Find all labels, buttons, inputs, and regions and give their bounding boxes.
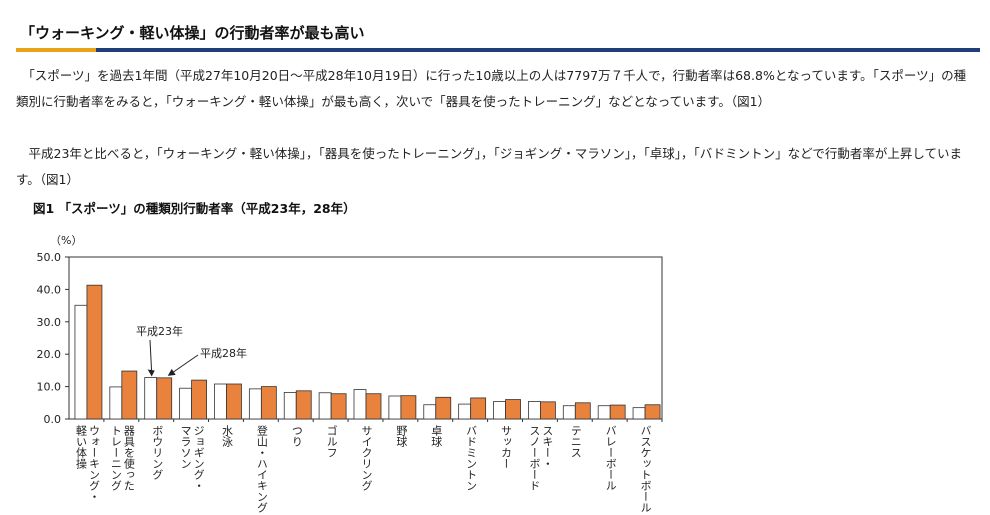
x-category-label: ゴルフ <box>325 424 338 458</box>
bar-h28 <box>86 284 103 420</box>
x-category-label: つり <box>290 425 303 447</box>
bar-h23 <box>248 388 262 420</box>
bar-h28 <box>400 395 417 420</box>
y-tick-label: 50.0 <box>37 251 62 264</box>
bar-h28 <box>574 402 591 420</box>
bar-h23 <box>562 405 576 420</box>
x-category-label: スノーボード <box>528 425 541 491</box>
annotation-h28: 平成28年 <box>200 346 247 360</box>
y-tick-label: 40.0 <box>37 283 62 296</box>
x-category-label: テニス <box>569 425 582 458</box>
bar-h28 <box>121 370 138 420</box>
bar-h23 <box>179 387 192 420</box>
bar-h23 <box>214 383 227 420</box>
x-category-label: バスケットボール <box>639 425 652 513</box>
x-category-label: サッカー <box>500 425 513 469</box>
y-tick-label: 10.0 <box>37 381 62 394</box>
bar-h23 <box>458 403 472 420</box>
bar-h23 <box>144 377 158 420</box>
bar-h28 <box>260 386 277 420</box>
x-category-label: 器具を使った <box>122 425 135 491</box>
heading-title: 「ウォーキング・軽い体操」の行動者率が最も高い <box>20 24 365 42</box>
section-heading: 「ウォーキング・軽い体操」の行動者率が最も高い <box>16 20 980 54</box>
bar-h28 <box>609 404 626 420</box>
x-category-label: 野球 <box>395 425 408 447</box>
x-category-label: ウォーキング・ <box>87 425 100 502</box>
x-category-label: サイクリング <box>360 425 373 491</box>
annotation-h23: 平成23年 <box>136 324 183 338</box>
bar-h28 <box>156 377 173 420</box>
sports-participation-bar-chart: （%） 0.0 10.0 20.0 30.0 40.0 50.0 ウォーキング・軽い体操 器具を… <box>37 234 663 513</box>
bar-h23 <box>74 304 88 420</box>
y-tick-label: 0.0 <box>44 413 62 426</box>
bar-h23 <box>283 392 297 420</box>
heading-rule-main <box>96 48 980 52</box>
x-category-label: マラソン <box>179 425 192 469</box>
bar-h28 <box>226 383 242 420</box>
x-category-label: 登山・ハイキング <box>255 424 268 513</box>
body-paragraph-2: 平成23年と比べると，「ウォーキング・軽い体操」，「器具を使ったトレーニング」，… <box>16 146 963 187</box>
annotation-h28-arrow <box>170 354 199 375</box>
bar-h28 <box>330 393 347 420</box>
y-tick-label: 20.0 <box>37 348 62 361</box>
bar-h23 <box>388 395 402 420</box>
bar-h28 <box>505 399 521 420</box>
bar-h28 <box>644 404 661 420</box>
bar-h28 <box>295 390 312 420</box>
bar-h28 <box>470 397 487 420</box>
x-category-label: バドミントン <box>465 425 478 491</box>
x-category-label: スキー・ <box>541 425 554 469</box>
annotation-h23-arrow <box>149 339 153 374</box>
bar-h23 <box>493 401 506 420</box>
bar-h23 <box>597 405 611 420</box>
bar-h23 <box>109 386 123 420</box>
figure-title: 図1 「スポーツ」の種類別行動者率（平成23年，28年） <box>33 201 356 216</box>
bar-h23 <box>528 401 541 420</box>
heading-rule-accent <box>16 48 96 52</box>
annotation-h23-arrowhead <box>147 369 155 377</box>
bar-h23 <box>423 404 437 420</box>
x-category-label: トレーニング <box>109 425 122 491</box>
bar-h23 <box>632 407 646 420</box>
x-category-label: バレーボール <box>604 425 617 491</box>
bar-h23 <box>353 389 367 420</box>
x-category-label: 水泳 <box>220 425 233 448</box>
bar-h28 <box>191 379 207 420</box>
body-paragraph-1: 「スポーツ」を過去1年間（平成27年10月20日～平成28年10月19日）に行っ… <box>16 68 967 109</box>
x-category-label: ジョギング・ <box>192 425 205 491</box>
bar-h28 <box>435 396 452 420</box>
bar-h23 <box>318 392 332 420</box>
y-axis-unit-label: （%） <box>50 234 82 247</box>
x-category-label: 軽い体操 <box>74 425 87 470</box>
x-category-label: ボウリング <box>151 425 164 480</box>
x-category-label: 卓球 <box>430 425 443 447</box>
bar-h28 <box>540 401 556 420</box>
annotation-h28-arrowhead <box>167 368 176 376</box>
y-tick-label: 30.0 <box>37 316 62 329</box>
bar-h28 <box>365 393 382 420</box>
